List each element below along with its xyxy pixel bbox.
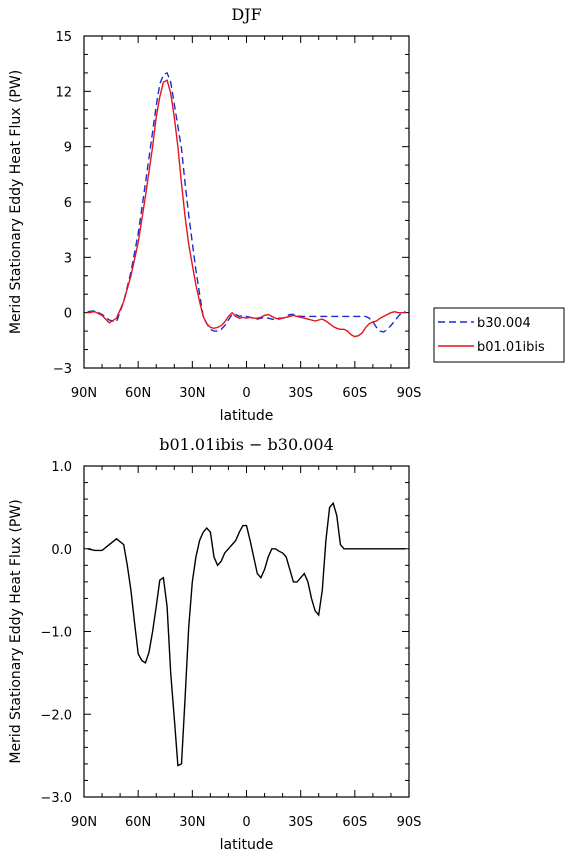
x-tick-label: 30S xyxy=(288,386,313,401)
y-tick-label: 1.0 xyxy=(51,460,72,475)
legend-box xyxy=(433,307,565,363)
y-axis-label: Merid Stationary Eddy Heat Flux (PW) xyxy=(8,70,24,334)
x-tick-label: 90S xyxy=(397,815,422,830)
x-tick-label: 0 xyxy=(242,815,250,830)
y-tick-label: 0 xyxy=(64,307,72,322)
chart-panel-0 xyxy=(83,35,565,369)
x-tick-label: 60N xyxy=(125,815,151,830)
x-tick-label: 90N xyxy=(71,386,97,401)
y-tick-label: −3 xyxy=(53,362,72,377)
x-tick-label: 60S xyxy=(342,815,367,830)
plot-frame xyxy=(83,465,410,798)
legend-label: b30.004 xyxy=(477,316,531,331)
x-tick-label: 0 xyxy=(242,386,250,401)
series-line-1 xyxy=(87,79,406,338)
x-tick-label: 60N xyxy=(125,386,151,401)
y-axis-label: Merid Stationary Eddy Heat Flux (PW) xyxy=(8,499,24,763)
x-tick-label: 90S xyxy=(397,386,422,401)
x-axis-label: latitude xyxy=(220,408,274,424)
chart-panel-1 xyxy=(83,465,410,798)
y-tick-label: −2.0 xyxy=(40,708,72,723)
x-axis-label: latitude xyxy=(220,837,274,851)
y-tick-label: 0.0 xyxy=(51,543,72,558)
y-tick-label: 12 xyxy=(55,85,72,100)
chart-title: b01.01ibis − b30.004 xyxy=(159,435,334,454)
y-tick-label: −3.0 xyxy=(40,791,72,806)
x-tick-label: 30N xyxy=(179,386,205,401)
x-tick-label: 30S xyxy=(288,815,313,830)
x-tick-label: 90N xyxy=(71,815,97,830)
x-tick-label: 30N xyxy=(179,815,205,830)
series-line-0 xyxy=(87,71,406,333)
y-tick-label: 3 xyxy=(64,251,72,266)
legend-label: b01.01ibis xyxy=(477,340,545,355)
series-line-0 xyxy=(87,501,406,767)
y-tick-label: 9 xyxy=(64,141,72,156)
x-tick-label: 60S xyxy=(342,386,367,401)
y-tick-label: 15 xyxy=(55,30,72,45)
chart-title: DJF xyxy=(231,5,261,24)
y-tick-label: −1.0 xyxy=(40,626,72,641)
y-tick-label: 6 xyxy=(64,196,72,211)
